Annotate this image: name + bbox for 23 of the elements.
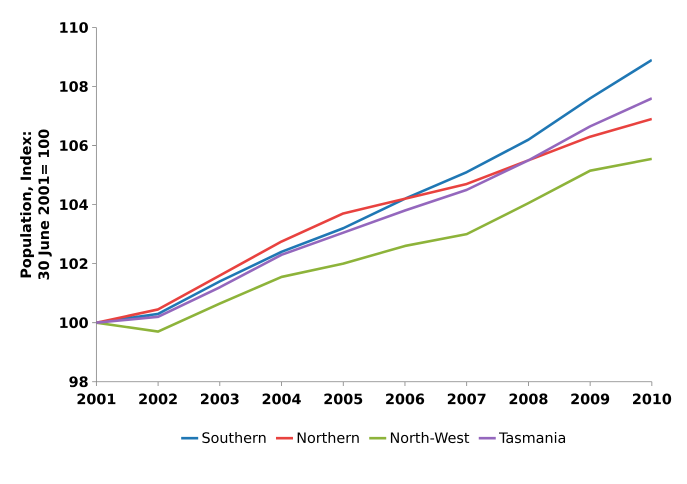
- x-tick-label: 2010: [633, 394, 672, 404]
- x-tick-label: 2003: [200, 394, 239, 404]
- y-tick-label: 100: [60, 317, 88, 328]
- y-tick-label: 106: [60, 140, 88, 152]
- x-tick-label: 2005: [324, 394, 362, 404]
- y-tick-label: 110: [60, 22, 88, 34]
- x-tick-label: 2008: [510, 394, 548, 404]
- y-tick-label: 98: [69, 376, 88, 388]
- y-tick-label: 108: [60, 81, 88, 92]
- y-tick-label: 104: [60, 199, 88, 210]
- x-tick-label: 2004: [262, 394, 301, 404]
- y-tick-label: 102: [60, 258, 88, 270]
- x-tick-label: 2007: [448, 394, 486, 404]
- legend-label: Southern: [202, 432, 266, 444]
- legend-label: North-West: [390, 432, 470, 444]
- legend-label: Tasmania: [499, 432, 566, 444]
- x-tick-label: 2002: [139, 394, 177, 404]
- x-tick-label: 2006: [386, 394, 424, 404]
- x-tick-label: 2001: [78, 394, 116, 404]
- y-axis-title: Population, Index: 30 June 2001= 100: [20, 130, 52, 280]
- legend-label: Northern: [298, 432, 359, 444]
- line-series: [96, 158, 652, 333]
- x-tick-label: 2009: [571, 394, 610, 404]
